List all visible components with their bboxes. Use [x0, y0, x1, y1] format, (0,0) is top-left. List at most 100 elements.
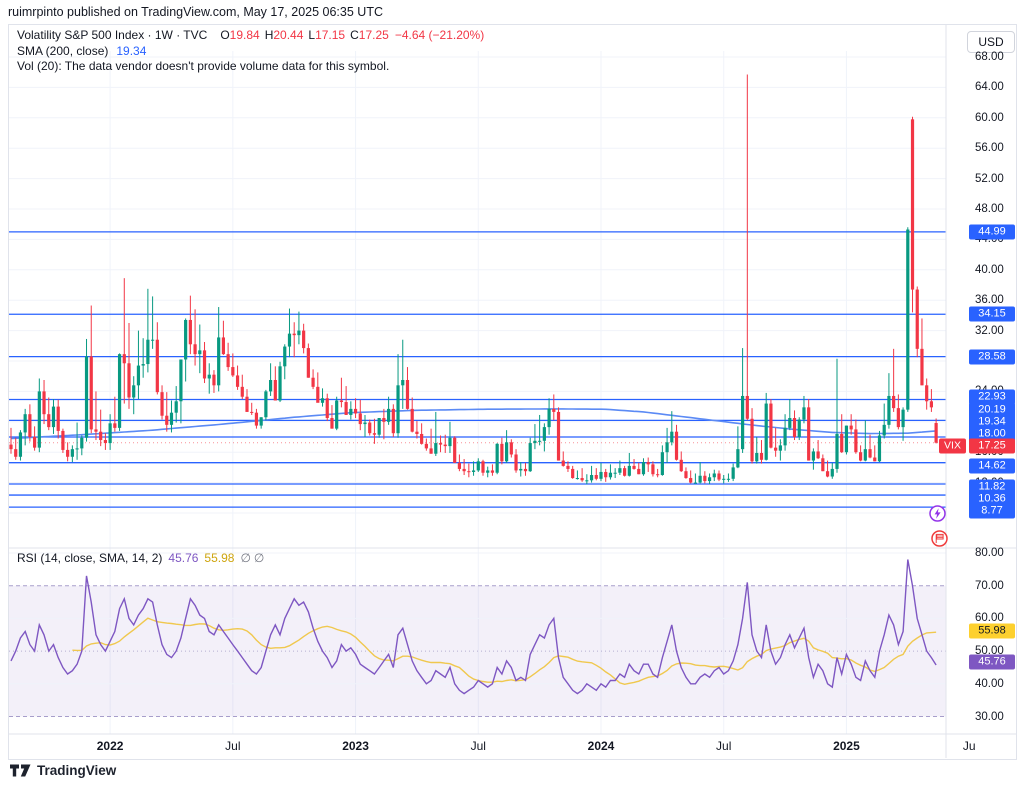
- candle: [240, 374, 244, 399]
- candle: [731, 463, 735, 482]
- ohlc-key: C: [350, 28, 359, 42]
- candle: [920, 318, 924, 386]
- candle: [151, 296, 155, 349]
- price-tick: 48.00: [975, 203, 1004, 215]
- candle: [377, 418, 381, 438]
- candle: [736, 426, 740, 469]
- candle: [212, 370, 216, 393]
- candle: [292, 322, 296, 358]
- time-tick-jul: Jul: [716, 739, 732, 753]
- candle: [401, 339, 405, 409]
- rsi-legend-label[interactable]: RSI (14, close, SMA, 14, 2): [17, 551, 163, 565]
- sma-legend-label[interactable]: SMA (200, close): [17, 43, 109, 58]
- rsi-purple-badge: 45.76: [969, 654, 1015, 670]
- candle: [840, 414, 844, 453]
- rsi-ma-value: 55.98: [204, 551, 235, 565]
- candle: [94, 391, 98, 441]
- candle: [254, 408, 259, 429]
- candle: [807, 399, 811, 461]
- candle: [745, 74, 749, 421]
- candle: [519, 462, 523, 477]
- time-tick-2025: 2025: [833, 739, 860, 753]
- time-tick-2022: 2022: [96, 739, 124, 753]
- candle: [849, 414, 853, 435]
- candle: [868, 434, 872, 459]
- candle: [462, 459, 466, 475]
- candle: [481, 459, 485, 476]
- candle: [859, 445, 863, 462]
- price-tick: 68.00: [975, 51, 1004, 63]
- candle: [656, 468, 660, 478]
- level-price-badge: 14.62: [969, 458, 1015, 474]
- candle: [670, 411, 674, 446]
- candle: [467, 463, 471, 478]
- candle: [632, 459, 636, 470]
- candle: [160, 385, 164, 420]
- candle: [561, 451, 565, 467]
- candle: [910, 116, 915, 313]
- candle: [113, 396, 117, 432]
- candle: [420, 423, 424, 445]
- us-flag-event-icon[interactable]: [931, 530, 948, 547]
- candle: [873, 445, 877, 462]
- candle: [830, 462, 834, 479]
- candle: [14, 437, 18, 460]
- candle: [264, 389, 268, 421]
- published-line: ruimrpinto published on TradingView.com,…: [8, 5, 383, 19]
- candle: [769, 399, 773, 449]
- candle: [679, 451, 683, 472]
- candle: [505, 430, 509, 463]
- candle: [618, 460, 622, 475]
- change-value: −4.64 (−21.20%): [394, 28, 485, 42]
- level-price-badge: 28.58: [969, 349, 1015, 365]
- sma200-line[interactable]: [10, 408, 937, 440]
- candle: [486, 466, 490, 478]
- candle: [825, 460, 830, 478]
- candle: [146, 288, 150, 373]
- candle: [188, 295, 192, 355]
- candle: [811, 448, 815, 470]
- tradingview-attribution[interactable]: TradingView: [10, 763, 116, 778]
- candle: [722, 475, 726, 484]
- candle: [571, 465, 575, 479]
- candle: [495, 443, 499, 475]
- rsi-legend: RSI (14, close, SMA, 14, 2) 45.76 55.98 ∅ ∅: [17, 551, 267, 565]
- ohlc-key: L: [308, 28, 316, 42]
- currency-button[interactable]: USD: [967, 31, 1015, 53]
- candle: [906, 227, 910, 412]
- price-tick: 40.00: [975, 263, 1004, 276]
- candle: [250, 402, 254, 415]
- candle: [174, 386, 178, 423]
- ohlc-value: 19.84: [229, 28, 260, 42]
- candle: [103, 433, 107, 450]
- rsi-tick: 70.00: [975, 579, 1004, 592]
- candle: [349, 401, 353, 420]
- candle: [84, 338, 89, 442]
- candle: [396, 354, 400, 438]
- time-tick-2024: 2024: [587, 739, 615, 753]
- candle: [566, 461, 570, 472]
- candle: [774, 427, 778, 457]
- time-tick-jul: Jul: [225, 739, 241, 753]
- candles-layer[interactable]: [9, 74, 938, 485]
- candle: [372, 418, 377, 444]
- candle: [316, 372, 320, 403]
- candle: [500, 437, 504, 465]
- candle: [89, 305, 93, 434]
- candle: [835, 358, 839, 473]
- candle: [226, 342, 230, 371]
- candle: [528, 437, 532, 472]
- candle: [179, 359, 183, 424]
- candle: [684, 467, 688, 479]
- lightning-event-icon[interactable]: [929, 505, 946, 522]
- candle: [901, 407, 905, 441]
- candle: [476, 458, 480, 472]
- rsi-line[interactable]: [10, 559, 937, 695]
- candle: [80, 435, 84, 456]
- candle: [18, 430, 23, 461]
- chart-canvas[interactable]: [9, 25, 1016, 758]
- symbol-title[interactable]: Volatility S&P 500 Index · 1W · TVC: [17, 28, 208, 42]
- candle: [896, 394, 900, 430]
- candle: [651, 461, 655, 477]
- rsi-tick: 80.00: [975, 547, 1004, 559]
